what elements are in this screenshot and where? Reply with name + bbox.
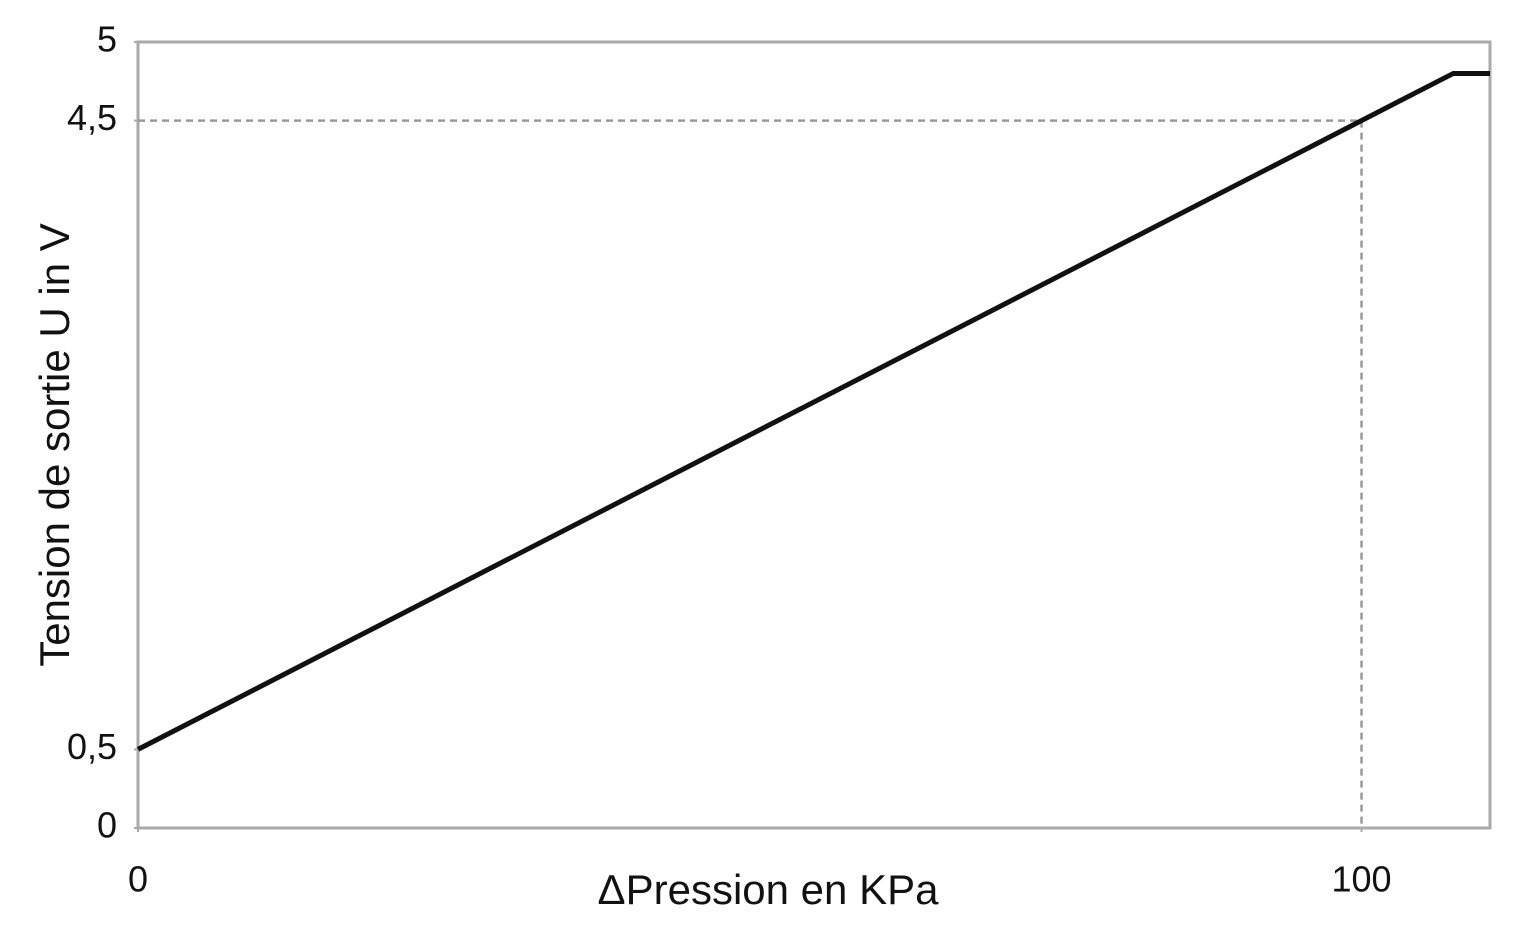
- line: [136, 70, 1490, 752]
- y-axis-title: Tension de sortie U in V: [31, 223, 78, 667]
- x-tick-label: 100: [1331, 859, 1391, 900]
- plot-frame: [136, 40, 1492, 830]
- y-tick-label: 0,5: [67, 726, 117, 767]
- x-tick-label: 0: [128, 859, 148, 900]
- y-tick-label: 5: [97, 19, 117, 60]
- y-tick-label: 0: [97, 805, 117, 846]
- x-axis-title: ΔPression en KPa: [598, 866, 940, 913]
- y-tick-label: 4,5: [67, 97, 117, 138]
